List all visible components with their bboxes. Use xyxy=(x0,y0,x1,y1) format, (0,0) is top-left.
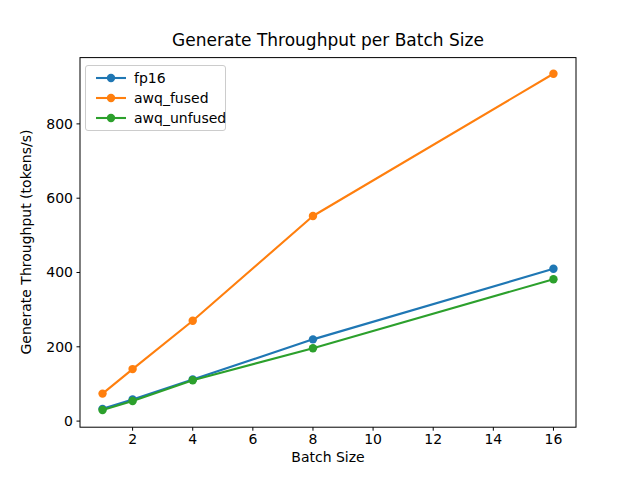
data-point-awq_fused xyxy=(189,317,197,325)
legend-sample-marker xyxy=(107,94,115,102)
chart-title: Generate Throughput per Batch Size xyxy=(80,32,576,49)
x-tick-label: 12 xyxy=(424,431,442,447)
data-point-awq_fused xyxy=(128,365,136,373)
x-tick-label: 14 xyxy=(484,431,502,447)
legend-sample-marker xyxy=(107,74,115,82)
data-point-awq_fused xyxy=(309,212,317,220)
series-line-awq_unfused xyxy=(103,279,554,410)
figure: 2 4 6 8 10 12 14 16 0 200 400 600 800 Generate Throu… xyxy=(0,0,640,480)
legend: fp16 awq_fused awq_unfused xyxy=(85,65,226,131)
data-point-awq_unfused xyxy=(549,275,557,283)
legend-line-sample xyxy=(95,72,127,84)
data-point-awq_unfused xyxy=(309,344,317,352)
x-axis-label: Batch Size xyxy=(80,450,576,464)
x-tick-label: 10 xyxy=(364,431,382,447)
data-point-fp16 xyxy=(549,265,557,273)
data-point-fp16 xyxy=(309,335,317,343)
x-tick-label: 6 xyxy=(248,431,257,447)
legend-sample-marker xyxy=(107,114,115,122)
legend-item-fp16: fp16 xyxy=(95,71,217,85)
legend-line-sample xyxy=(95,112,127,124)
x-tick-label: 4 xyxy=(188,431,197,447)
legend-line-sample xyxy=(95,92,127,104)
x-tick-label: 8 xyxy=(309,431,318,447)
legend-item-awq_fused: awq_fused xyxy=(95,91,217,105)
legend-label: awq_unfused xyxy=(134,111,226,125)
y-tick-label: 400 xyxy=(46,264,73,280)
data-point-awq_unfused xyxy=(98,406,106,414)
y-tick-label: 200 xyxy=(46,339,73,355)
legend-item-awq_unfused: awq_unfused xyxy=(95,111,217,125)
y-tick-label: 800 xyxy=(46,116,73,132)
x-tick-label: 16 xyxy=(545,431,563,447)
y-tick-label: 600 xyxy=(46,190,73,206)
data-point-awq_fused xyxy=(98,389,106,397)
y-axis-label: Generate Throughput (tokens/s) xyxy=(19,130,33,355)
legend-label: fp16 xyxy=(134,71,166,85)
y-tick-label: 0 xyxy=(64,413,73,429)
legend-label: awq_fused xyxy=(134,91,209,105)
data-point-awq_unfused xyxy=(128,397,136,405)
x-tick-label: 2 xyxy=(128,431,137,447)
data-point-awq_fused xyxy=(549,70,557,78)
data-point-awq_unfused xyxy=(189,376,197,384)
